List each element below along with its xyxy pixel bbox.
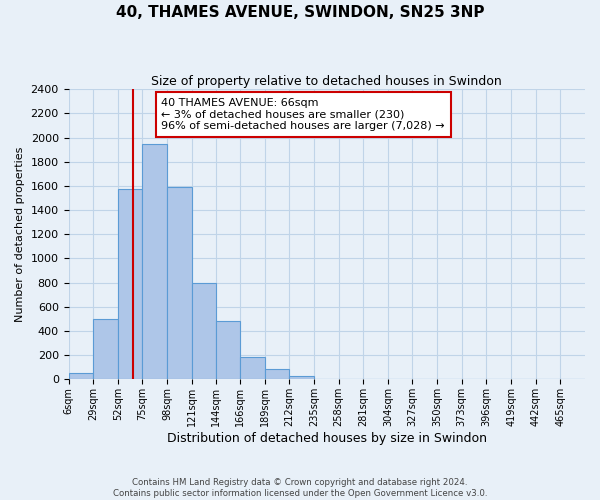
Text: 40 THAMES AVENUE: 66sqm
← 3% of detached houses are smaller (230)
96% of semi-de: 40 THAMES AVENUE: 66sqm ← 3% of detached… [161,98,445,131]
Bar [142,144,167,380]
Text: Contains HM Land Registry data © Crown copyright and database right 2024.
Contai: Contains HM Land Registry data © Crown c… [113,478,487,498]
Bar [192,282,217,380]
Bar [68,374,93,380]
Bar [217,322,240,380]
X-axis label: Distribution of detached houses by size in Swindon: Distribution of detached houses by size … [167,432,487,445]
Text: 40, THAMES AVENUE, SWINDON, SN25 3NP: 40, THAMES AVENUE, SWINDON, SN25 3NP [116,5,484,20]
Bar [93,319,118,380]
Bar [289,376,314,380]
Bar [265,368,289,380]
Bar [118,189,142,380]
Title: Size of property relative to detached houses in Swindon: Size of property relative to detached ho… [151,75,502,88]
Y-axis label: Number of detached properties: Number of detached properties [15,146,25,322]
Bar [240,357,265,380]
Bar [167,187,192,380]
